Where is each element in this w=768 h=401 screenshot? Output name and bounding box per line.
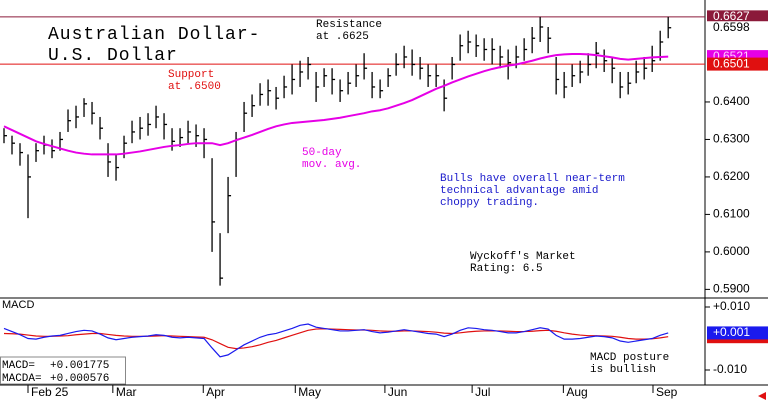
y-tick-label: 0.5900 xyxy=(713,282,750,296)
price-marker-label: 0.6627 xyxy=(713,9,750,23)
annotation: mov. avg. xyxy=(302,159,361,171)
y-tick-label: 0.6200 xyxy=(713,169,750,183)
annotation: Resistance xyxy=(316,19,382,31)
x-tick-label: Feb 25 xyxy=(31,385,69,399)
x-tick-label: Apr xyxy=(206,385,225,399)
macd-line xyxy=(3,328,669,350)
readout-value: +0.001775 xyxy=(50,360,109,372)
readout-value: +0.000576 xyxy=(50,373,109,385)
y-tick-label: 0.6100 xyxy=(713,207,750,221)
macd-marker xyxy=(707,326,768,340)
scroll-arrow xyxy=(758,392,766,400)
price-marker xyxy=(707,10,768,24)
y-tick-label: -0.010 xyxy=(713,362,747,376)
panel-label: MACD xyxy=(2,299,34,311)
price-marker xyxy=(707,21,768,35)
y-tick-label: 0.6300 xyxy=(713,132,750,146)
chart-title: Australian Dollar- xyxy=(48,25,260,45)
annotation: at .6500 xyxy=(168,81,221,93)
annotation: is bullish xyxy=(590,364,656,376)
y-tick-label: +0.010 xyxy=(713,299,750,313)
x-tick-label: May xyxy=(298,385,321,399)
y-tick-label: 0.6400 xyxy=(713,94,750,108)
x-tick-label: Sep xyxy=(656,385,678,399)
chart-title: U.S. Dollar xyxy=(48,46,178,66)
x-tick-label: Jul xyxy=(475,385,490,399)
annotation: Bulls have overall near-term xyxy=(440,173,625,185)
price-marker-label: 0.6501 xyxy=(713,56,750,70)
x-tick-label: Aug xyxy=(566,385,587,399)
annotation: choppy trading. xyxy=(440,197,539,209)
moving-average xyxy=(3,52,669,156)
price-marker-label: 0.6598 xyxy=(713,20,750,34)
macd-line xyxy=(3,323,669,358)
readout-label: MACDA= xyxy=(2,373,42,385)
annotation: Rating: 6.5 xyxy=(470,263,543,275)
annotation: Support xyxy=(168,69,214,81)
readout-label: MACD= xyxy=(2,360,35,372)
annotation: Wyckoff's Market xyxy=(470,251,576,263)
annotation: at .6625 xyxy=(316,31,369,43)
annotation: technical advantage amid xyxy=(440,185,598,197)
x-tick-label: Mar xyxy=(116,385,137,399)
macd-marker-label: +0.001 xyxy=(713,325,750,339)
readout-box xyxy=(0,356,126,385)
annotation: 50-day xyxy=(302,147,342,159)
price-marker xyxy=(707,57,768,71)
annotation: MACD posture xyxy=(590,352,669,364)
y-tick-label: 0.6000 xyxy=(713,244,750,258)
x-tick-label: Jun xyxy=(388,385,407,399)
